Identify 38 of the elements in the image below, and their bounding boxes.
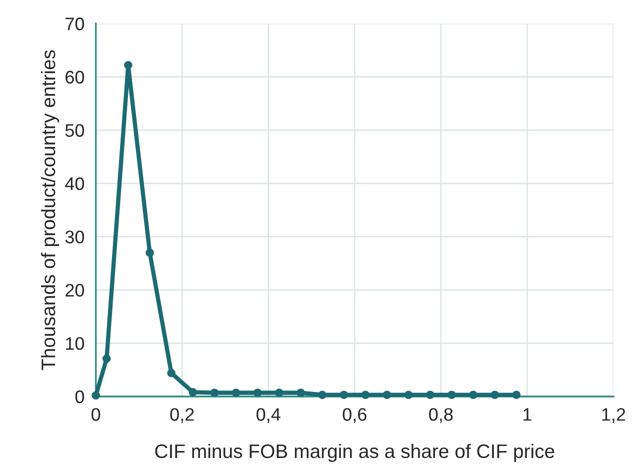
y-tick-label: 10 bbox=[66, 337, 84, 350]
y-axis-title: Thousands of product/country entries bbox=[40, 50, 60, 370]
point bbox=[167, 368, 176, 378]
point bbox=[361, 390, 370, 400]
x-tick-label: 1,2 bbox=[602, 408, 626, 423]
point bbox=[92, 391, 100, 400]
point bbox=[448, 390, 456, 400]
x-tick-label: 0 bbox=[92, 408, 100, 421]
point bbox=[469, 390, 478, 400]
point bbox=[512, 390, 521, 400]
point bbox=[124, 60, 132, 70]
y-tick-label: 30 bbox=[65, 230, 84, 244]
point bbox=[296, 388, 305, 397]
point bbox=[188, 388, 198, 396]
x-tick-label: 1 bbox=[524, 408, 532, 421]
point bbox=[426, 390, 434, 400]
x-axis-title: CIF minus FOB margin as a share of CIF price bbox=[155, 444, 554, 462]
point bbox=[210, 388, 219, 397]
y-tick-label: 50 bbox=[65, 124, 84, 137]
y-tick-label: 60 bbox=[66, 70, 84, 84]
point bbox=[340, 390, 348, 400]
point bbox=[253, 388, 262, 397]
x-tick-label: 0,4 bbox=[256, 408, 280, 423]
point bbox=[318, 390, 326, 400]
x-tick-label: 0,8 bbox=[429, 408, 453, 423]
point bbox=[232, 388, 240, 397]
point bbox=[404, 390, 413, 400]
point bbox=[382, 390, 392, 400]
point bbox=[146, 248, 154, 257]
point bbox=[490, 390, 499, 400]
y-tick-label: 0 bbox=[75, 390, 84, 404]
y-tick-label: 40 bbox=[65, 177, 84, 190]
x-tick-label: 0,2 bbox=[170, 408, 194, 423]
y-tick-label: 70 bbox=[66, 18, 84, 30]
x-tick-label: 0,6 bbox=[342, 408, 366, 423]
point bbox=[102, 354, 111, 363]
point bbox=[274, 388, 284, 397]
y-tick-label: 20 bbox=[66, 284, 84, 297]
